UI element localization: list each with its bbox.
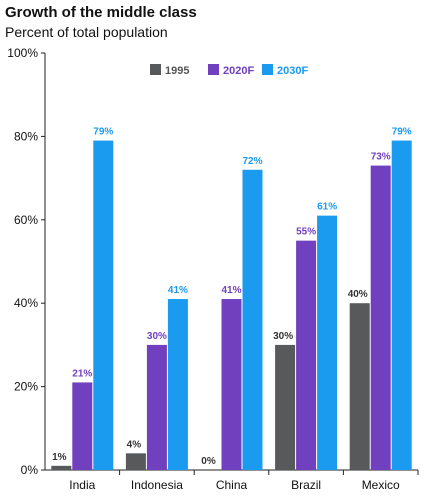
chart-subtitle: Percent of total population — [5, 24, 168, 40]
data-label: 61% — [317, 202, 337, 213]
data-label: 30% — [147, 331, 167, 342]
data-label: 55% — [296, 227, 316, 238]
x-tick-label-indonesia: Indonesia — [131, 478, 183, 492]
data-label: 79% — [93, 127, 113, 138]
legend-swatch-2030F — [262, 64, 273, 75]
bar-2030F-indonesia — [167, 299, 188, 470]
chart-title: Growth of the middle class — [5, 4, 197, 21]
bar-1995-indonesia — [125, 453, 146, 470]
bar-2020F-brazil — [296, 240, 317, 470]
data-label: 30% — [273, 331, 293, 342]
x-tick-label-mexico: Mexico — [362, 478, 400, 492]
bar-2020F-china — [221, 299, 242, 470]
x-tick-label-brazil: Brazil — [291, 478, 321, 492]
bar-2020F-mexico — [370, 165, 391, 470]
bar-2030F-brazil — [317, 215, 338, 470]
bar-1995-mexico — [349, 303, 370, 470]
y-tick-label: 60% — [14, 213, 38, 227]
y-tick-label: 20% — [14, 380, 38, 394]
y-tick-label: 80% — [14, 129, 38, 143]
data-label: 72% — [242, 156, 262, 167]
bar-1995-brazil — [275, 344, 296, 470]
data-label: 40% — [348, 289, 368, 300]
legend-label-2030F: 2030F — [277, 65, 308, 77]
y-tick-label: 100% — [7, 46, 38, 60]
bar-2030F-china — [242, 169, 263, 470]
x-tick-label-india: India — [69, 478, 95, 492]
data-label: 21% — [72, 368, 92, 379]
legend-swatch-1995 — [150, 64, 161, 75]
data-label: 4% — [127, 439, 142, 450]
legend-label-2020F: 2020F — [223, 65, 254, 77]
y-tick-label: 0% — [21, 463, 39, 477]
data-label: 41% — [168, 285, 188, 296]
data-label: 0% — [201, 456, 216, 467]
data-label: 73% — [371, 152, 391, 163]
bar-2020F-india — [72, 382, 93, 470]
data-label: 79% — [392, 127, 412, 138]
legend-label-1995: 1995 — [165, 65, 189, 77]
legend-swatch-2020F — [208, 64, 219, 75]
bar-1995-india — [51, 465, 72, 470]
bar-2020F-indonesia — [146, 344, 167, 470]
data-label: 41% — [221, 285, 241, 296]
y-tick-label: 40% — [14, 296, 38, 310]
bar-2030F-mexico — [391, 140, 412, 470]
data-label: 1% — [52, 452, 67, 463]
bar-2030F-india — [93, 140, 114, 470]
x-tick-label-china: China — [216, 478, 248, 492]
